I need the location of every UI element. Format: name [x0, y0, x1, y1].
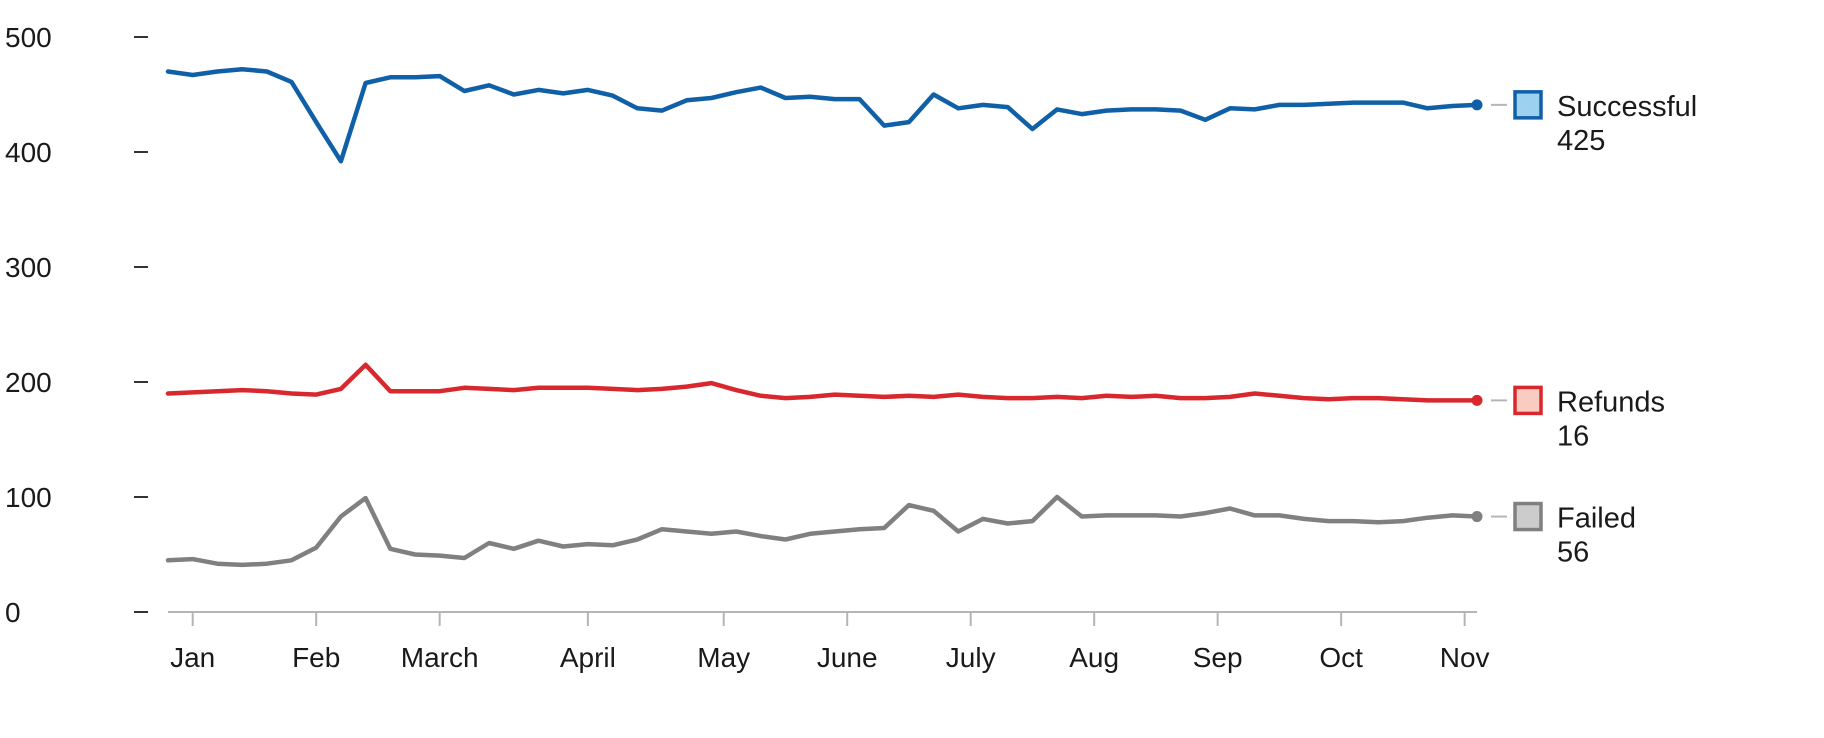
- series-end-marker: [1471, 99, 1483, 111]
- x-axis: Jan Feb March April May June July Aug Sep Oct Nov: [168, 611, 1490, 673]
- series-line-failed: [165, 494, 1480, 568]
- series-lines: [165, 66, 1483, 568]
- legend-series-value: 425: [1557, 125, 1605, 157]
- y-tick-label: 300: [5, 252, 52, 283]
- legend-swatch-failed: [1513, 501, 1543, 532]
- x-tick-label: Feb: [292, 642, 340, 673]
- x-tick-label: Aug: [1069, 642, 1119, 673]
- x-tick-label: July: [946, 642, 996, 673]
- y-axis: 0 100 200 300 400 500: [5, 22, 148, 628]
- legend-series-name: Successful: [1557, 91, 1697, 123]
- y-tick-label: 500: [5, 22, 52, 53]
- y-tick-label: 0: [5, 597, 21, 628]
- legend-series-value: 56: [1557, 537, 1589, 569]
- x-tick-label: May: [697, 642, 750, 673]
- legend-swatch-successful: [1513, 90, 1543, 120]
- y-tick-label: 200: [5, 367, 52, 398]
- x-tick-label: Oct: [1319, 642, 1363, 673]
- series-line-refunds: [165, 362, 1480, 403]
- legend-series-value: 16: [1557, 420, 1589, 452]
- x-tick-label: Nov: [1440, 642, 1490, 673]
- x-tick-label: June: [817, 642, 878, 673]
- x-tick-label: Sep: [1193, 642, 1243, 673]
- y-tick-label: 400: [5, 137, 52, 168]
- x-tick-label: March: [401, 642, 479, 673]
- series-line-successful: [165, 66, 1480, 164]
- series-end-marker: [1471, 394, 1483, 406]
- series-end-marker: [1471, 511, 1483, 523]
- x-tick-label: Jan: [170, 642, 215, 673]
- legend-series-name: Refunds: [1557, 386, 1665, 418]
- legend-swatch-refunds: [1513, 385, 1543, 416]
- y-tick-label: 100: [5, 482, 52, 513]
- x-tick-label: April: [560, 642, 616, 673]
- legend-series-name: Failed: [1557, 503, 1636, 535]
